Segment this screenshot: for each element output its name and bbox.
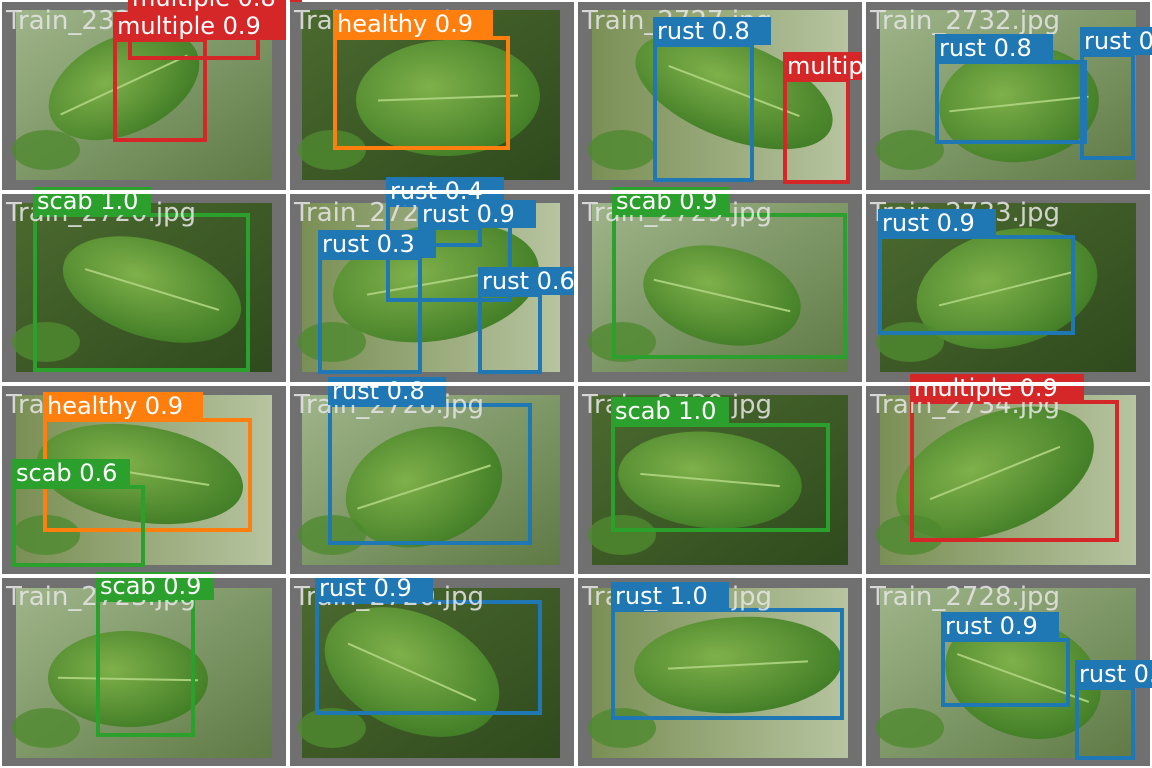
leaf <box>298 708 366 748</box>
label-bg <box>318 230 436 258</box>
label-bg <box>611 582 729 610</box>
leaf <box>12 515 80 555</box>
label-bg <box>935 34 1053 62</box>
box-label: multiple 0.9 <box>117 12 261 40</box>
leaf <box>12 130 80 170</box>
leaf <box>876 708 944 748</box>
leaf-vein <box>949 95 1089 113</box>
label-bg <box>878 209 996 237</box>
label-bg <box>43 392 203 420</box>
label-bg <box>611 397 729 425</box>
box-label: scab 1.0 <box>615 397 716 425</box>
leaf <box>876 130 944 170</box>
leaf-vein <box>668 64 800 118</box>
box-label: rust 0.8 <box>332 377 425 405</box>
label-bg <box>333 10 493 38</box>
leaf-vein <box>60 54 188 116</box>
leaf <box>12 708 80 748</box>
filename: Train_2732.jpg <box>869 6 1060 36</box>
label-bg <box>418 200 536 228</box>
label-bg <box>1080 27 1152 55</box>
leaf-vein <box>378 94 518 102</box>
leaf <box>876 322 944 362</box>
leaf <box>298 130 366 170</box>
leaf <box>588 708 656 748</box>
filename: Train_2728.jpg <box>869 582 1060 612</box>
leaf <box>298 322 366 362</box>
leaf-vein <box>357 464 491 510</box>
label-bg <box>328 377 446 405</box>
box-label: rust 0.8 <box>939 34 1032 62</box>
leaf-vein <box>668 660 808 670</box>
label-bg <box>12 459 130 487</box>
leaf-vein <box>640 472 780 488</box>
box-label: rust 0.3 <box>322 230 415 258</box>
box-label: rust 0.9 <box>882 209 975 237</box>
box-label: rust 0.6 <box>482 267 575 295</box>
box-label: multiple 0.9 <box>914 374 1058 402</box>
box-label: rust 0.7 <box>1079 660 1152 688</box>
separator <box>0 574 1152 578</box>
label-bg <box>113 12 287 40</box>
box-label: multiple 0.8 <box>132 0 276 12</box>
leaf-vein <box>347 642 477 702</box>
leaf-vein <box>653 278 791 313</box>
leaf <box>588 130 656 170</box>
box-label: rust 0.8 <box>657 17 750 45</box>
box-label: healthy 0.9 <box>337 10 473 38</box>
leaf-vein <box>938 270 1076 307</box>
leaf <box>12 322 80 362</box>
box-label: rust 0.9 <box>945 612 1038 640</box>
leaf-vein <box>929 445 1061 501</box>
separator <box>0 382 1152 386</box>
label-bg <box>128 0 302 12</box>
box-label: rust 1.0 <box>615 582 708 610</box>
label-bg <box>941 612 1059 640</box>
label-bg <box>910 374 1084 402</box>
leaf-vein <box>57 676 199 682</box>
label-bg <box>653 17 771 45</box>
box-label: rust 0.9 <box>319 574 412 602</box>
box-label: rust 0.5 <box>1084 27 1152 55</box>
box-label: scab 0.6 <box>16 459 117 487</box>
separator <box>0 190 1152 194</box>
label-bg <box>315 574 433 602</box>
leaf <box>588 322 656 362</box>
leaf-vein <box>84 268 220 311</box>
leaf <box>588 515 656 555</box>
box-label: healthy 0.9 <box>47 392 183 420</box>
box-label: rust 0.9 <box>422 200 515 228</box>
label-bg <box>1075 660 1152 688</box>
